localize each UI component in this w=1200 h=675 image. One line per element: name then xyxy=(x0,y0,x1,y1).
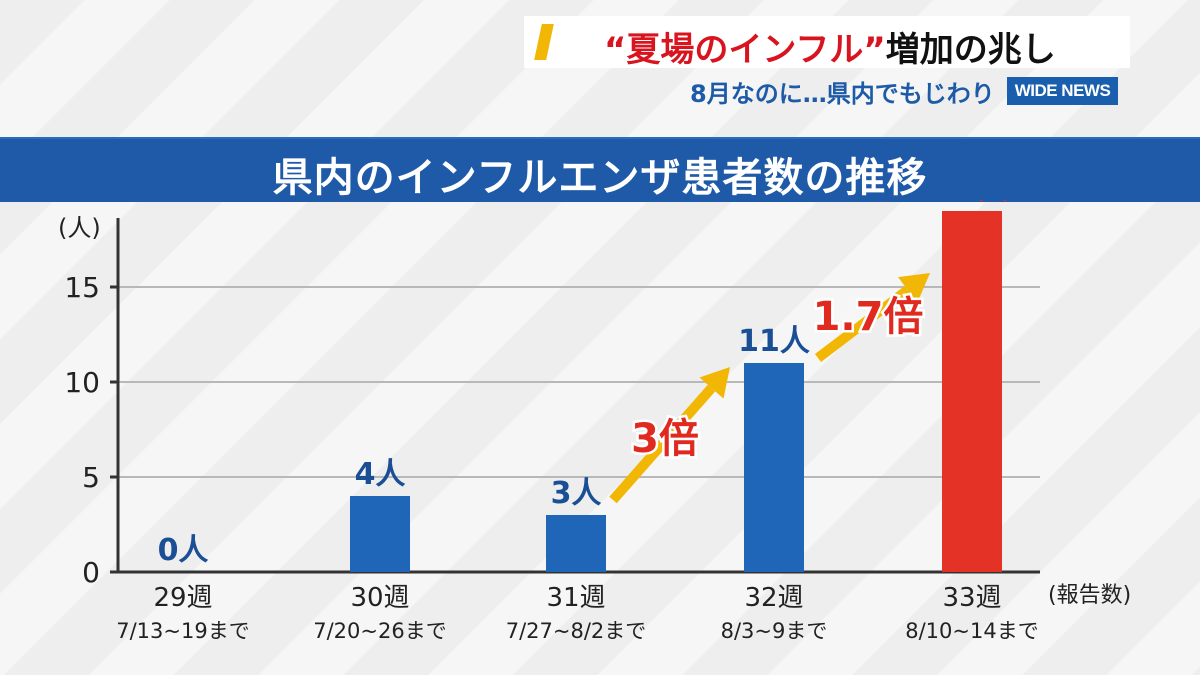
x-axis-unit: (報告数) xyxy=(1048,583,1131,608)
y-tick-label: 0 xyxy=(82,556,100,589)
y-axis-unit: (人) xyxy=(58,214,101,242)
date-range-label: 7/20~26まで xyxy=(313,619,446,643)
value-label: 4人 xyxy=(355,457,406,492)
headline-title: “夏場のインフル”増加の兆し xyxy=(604,22,1056,71)
date-range-label: 7/27~8/2まで xyxy=(506,619,647,643)
category-label: 32週 xyxy=(744,583,803,613)
value-label: 3人 xyxy=(551,476,602,511)
headline-accent-bar xyxy=(534,24,554,60)
category-label: 29週 xyxy=(153,583,212,613)
chart-title: 県内のインフルエンザ患者数の推移 xyxy=(272,155,928,201)
category-label: 31週 xyxy=(546,583,605,613)
subtitle-row: 8月なのに…県内でもじわり WIDE NEWS xyxy=(690,74,1119,108)
y-tick-label: 5 xyxy=(82,461,100,494)
growth-arrow-head xyxy=(699,367,730,399)
category-label: 30週 xyxy=(350,583,409,613)
chart-title-banner: 県内のインフルエンザ患者数の推移 xyxy=(0,137,1200,202)
headline-quote-open: “ xyxy=(604,30,627,70)
headline-rest-text: 増加の兆し xyxy=(885,30,1056,70)
headline-red-text: 夏場のインフル xyxy=(626,30,864,70)
growth-annotation: 3倍 xyxy=(631,416,699,462)
growth-arrow-head xyxy=(898,273,930,303)
bar xyxy=(546,515,606,572)
bar xyxy=(942,211,1002,572)
bar-chart: 0 5 10 15 (人) (報告数) 0人 29週 7/13~19まで 4人 30週 7/20~26… xyxy=(58,200,1131,643)
category-label: 33週 xyxy=(942,583,1001,613)
date-range-label: 8/10~14まで xyxy=(905,619,1038,643)
value-label: 0人 xyxy=(158,533,209,568)
growth-annotation: 1.7倍 xyxy=(813,294,924,340)
wide-news-logo: WIDE NEWS xyxy=(1006,77,1119,105)
growth-arrow-shaft xyxy=(609,384,716,504)
date-range-label: 8/3~9まで xyxy=(721,619,828,643)
headline-box: “夏場のインフル”増加の兆し xyxy=(524,16,1130,71)
date-range-label: 7/13~19まで xyxy=(116,619,249,643)
y-tick-label: 10 xyxy=(64,366,100,399)
headline-quote-close: ” xyxy=(863,30,886,70)
y-tick-label: 15 xyxy=(64,271,100,304)
subtitle: 8月なのに…県内でもじわり xyxy=(690,79,995,108)
value-label: 11人 xyxy=(738,324,810,359)
value-label: 19人 xyxy=(936,200,1008,207)
growth-arrow-shaft xyxy=(814,285,911,362)
bar xyxy=(350,496,410,572)
bar xyxy=(744,363,804,572)
